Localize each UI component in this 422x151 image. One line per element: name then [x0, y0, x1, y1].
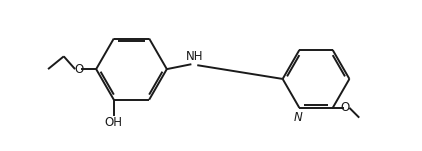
- Text: NH: NH: [186, 50, 203, 63]
- Text: O: O: [75, 63, 84, 76]
- Text: O: O: [341, 101, 350, 114]
- Text: N: N: [294, 111, 303, 124]
- Text: OH: OH: [105, 116, 123, 129]
